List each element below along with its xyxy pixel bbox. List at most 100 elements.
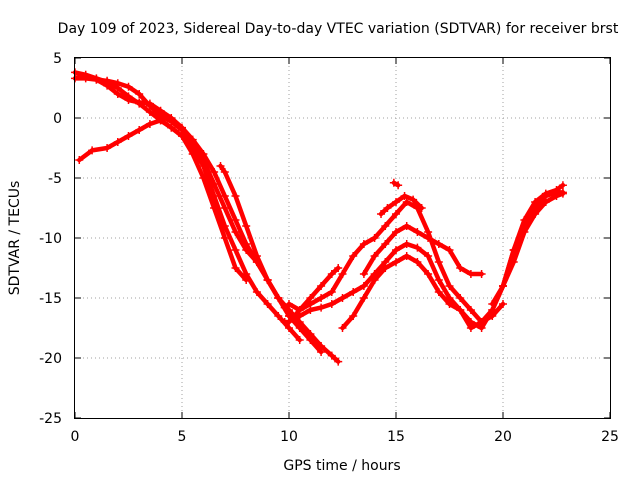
data-point-marker bbox=[145, 120, 154, 128]
data-point-marker bbox=[317, 348, 326, 356]
data-point-marker bbox=[488, 300, 497, 308]
data-point-marker bbox=[231, 246, 240, 254]
data-point-marker bbox=[113, 90, 122, 98]
data-point-marker bbox=[349, 252, 358, 260]
data-point-marker bbox=[434, 240, 443, 248]
data-point-marker bbox=[456, 306, 465, 314]
data-point-marker bbox=[135, 90, 144, 98]
data-point-marker bbox=[113, 138, 122, 146]
data-point-marker bbox=[295, 324, 304, 332]
grid-lines bbox=[75, 58, 610, 418]
data-point-marker bbox=[558, 181, 567, 190]
data-point-marker bbox=[370, 252, 379, 260]
data-point-marker bbox=[156, 116, 165, 125]
data-point-marker bbox=[327, 270, 336, 278]
x-tick-label: 10 bbox=[280, 429, 298, 445]
data-point-marker bbox=[274, 294, 283, 302]
y-axis-label: SDTVAR / TECUs bbox=[7, 181, 23, 296]
data-point-marker bbox=[349, 312, 358, 320]
data-point-marker bbox=[558, 189, 567, 198]
data-point-marker bbox=[392, 210, 400, 218]
data-point-marker bbox=[477, 324, 486, 332]
data-point-marker bbox=[466, 318, 475, 326]
data-point-marker bbox=[103, 144, 112, 152]
data-point-marker bbox=[306, 336, 315, 344]
data-point-marker bbox=[199, 162, 208, 170]
data-point-marker bbox=[124, 82, 133, 91]
data-point-marker bbox=[445, 300, 454, 308]
data-series-line bbox=[286, 190, 566, 331]
data-series-group bbox=[71, 68, 567, 366]
data-point-marker bbox=[338, 294, 347, 302]
data-point-marker bbox=[370, 234, 379, 242]
y-tick-labels: 5 0 -5 -10 -15 -20 -25 bbox=[39, 51, 62, 427]
data-point-marker bbox=[263, 276, 272, 284]
data-point-marker bbox=[327, 300, 336, 308]
data-point-marker bbox=[199, 150, 208, 158]
y-tick-label: -10 bbox=[39, 231, 62, 247]
data-point-marker bbox=[402, 198, 411, 206]
data-point-marker bbox=[359, 282, 368, 290]
data-point-marker bbox=[242, 222, 251, 230]
data-point-marker bbox=[124, 96, 133, 104]
data-point-marker bbox=[135, 126, 144, 134]
data-point-marker bbox=[499, 300, 507, 308]
data-point-marker bbox=[231, 216, 240, 224]
data-point-marker bbox=[359, 240, 368, 248]
x-tick-label: 15 bbox=[387, 429, 405, 445]
data-series-line bbox=[72, 76, 341, 364]
data-point-marker bbox=[156, 106, 165, 115]
data-point-marker bbox=[280, 303, 289, 312]
y-tick-label: 5 bbox=[53, 51, 62, 67]
data-point-marker bbox=[509, 246, 518, 254]
data-point-marker bbox=[383, 204, 392, 212]
data-point-marker bbox=[417, 204, 426, 212]
data-point-marker bbox=[338, 270, 347, 278]
data-point-marker bbox=[394, 181, 403, 190]
data-point-marker bbox=[178, 132, 186, 140]
data-point-marker bbox=[445, 246, 454, 254]
data-point-marker bbox=[381, 264, 390, 272]
data-point-marker bbox=[424, 270, 433, 278]
data-point-marker bbox=[188, 135, 197, 144]
data-series-line bbox=[340, 191, 566, 331]
data-point-marker bbox=[75, 156, 84, 164]
x-tick-label: 20 bbox=[494, 429, 512, 445]
data-point-marker bbox=[188, 144, 197, 152]
data-point-marker bbox=[413, 243, 422, 252]
data-point-marker bbox=[252, 288, 261, 296]
data-point-marker bbox=[252, 252, 261, 260]
x-axis-label: GPS time / hours bbox=[283, 458, 400, 474]
data-point-marker bbox=[402, 240, 411, 248]
data-point-marker bbox=[135, 98, 144, 107]
data-point-marker bbox=[295, 312, 304, 320]
data-point-marker bbox=[327, 351, 336, 360]
data-point-marker bbox=[434, 288, 443, 296]
data-point-marker bbox=[381, 222, 390, 230]
data-point-marker bbox=[434, 258, 443, 266]
data-point-marker bbox=[317, 282, 326, 290]
data-point-marker bbox=[552, 186, 561, 194]
chart-title: Day 109 of 2023, Sidereal Day-to-day VTE… bbox=[58, 21, 619, 37]
data-point-marker bbox=[92, 75, 101, 84]
data-point-marker bbox=[456, 264, 465, 272]
data-point-marker bbox=[263, 300, 272, 308]
x-tick-label: 0 bbox=[71, 429, 80, 445]
data-point-marker bbox=[231, 192, 240, 200]
data-point-marker bbox=[400, 192, 409, 200]
data-point-marker bbox=[124, 132, 133, 140]
data-point-marker bbox=[317, 303, 326, 312]
data-point-marker bbox=[409, 195, 418, 204]
x-tick-label: 25 bbox=[601, 429, 619, 445]
data-point-marker bbox=[306, 306, 315, 314]
data-point-marker bbox=[531, 198, 540, 206]
data-point-marker bbox=[338, 324, 347, 332]
data-point-marker bbox=[220, 204, 229, 212]
data-point-marker bbox=[445, 282, 454, 290]
data-point-marker bbox=[392, 246, 400, 254]
data-point-marker bbox=[402, 252, 411, 260]
data-point-marker bbox=[334, 264, 343, 272]
data-point-marker bbox=[424, 234, 433, 242]
data-point-marker bbox=[216, 162, 225, 170]
